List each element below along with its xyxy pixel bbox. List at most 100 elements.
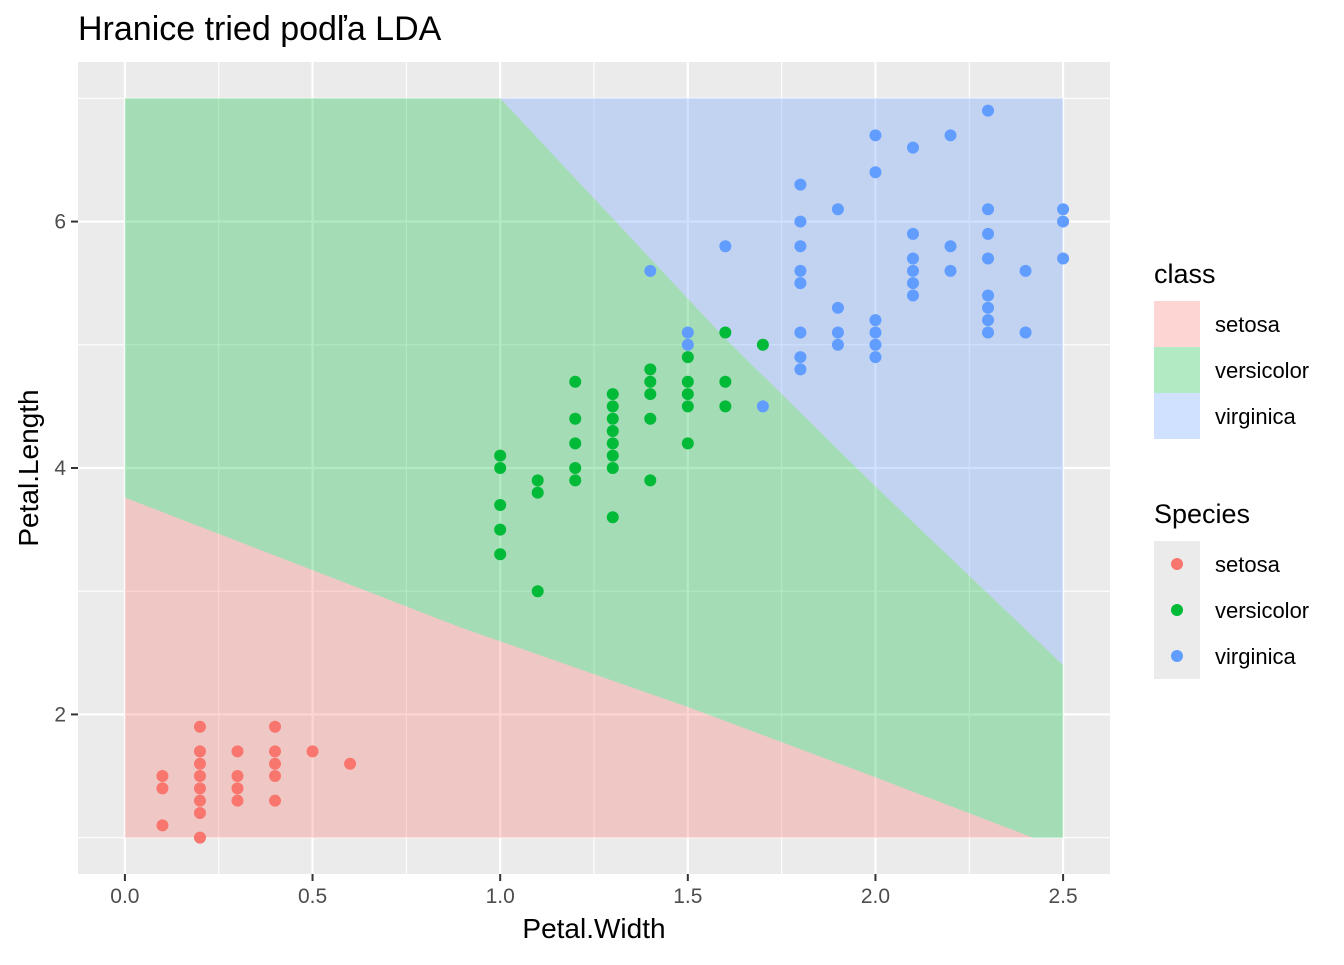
- point-virginica: [756, 400, 769, 413]
- point-setosa: [156, 770, 169, 783]
- point-virginica: [906, 277, 919, 290]
- point-versicolor: [606, 388, 619, 401]
- legend-key-bg: [1154, 393, 1200, 439]
- point-versicolor: [531, 474, 544, 487]
- point-setosa: [269, 745, 282, 758]
- point-virginica: [869, 129, 882, 142]
- point-setosa: [269, 757, 282, 770]
- x-axis-label: Petal.Width: [522, 913, 665, 944]
- point-virginica: [794, 178, 807, 191]
- point-virginica: [982, 104, 995, 117]
- legend-key-setosa: [1154, 301, 1200, 347]
- legend-label-versicolor: versicolor: [1215, 358, 1309, 383]
- point-versicolor: [644, 375, 657, 388]
- point-versicolor: [719, 400, 732, 413]
- point-virginica: [869, 314, 882, 327]
- point-virginica: [794, 351, 807, 364]
- point-versicolor: [719, 326, 732, 339]
- legend-title-class: class: [1154, 259, 1216, 289]
- point-versicolor: [644, 388, 657, 401]
- y-tick-label: 6: [54, 211, 66, 234]
- point-setosa: [306, 745, 319, 758]
- point-versicolor: [569, 412, 582, 425]
- point-setosa: [344, 757, 357, 770]
- point-versicolor: [494, 523, 507, 536]
- legend-label-versicolor: versicolor: [1215, 598, 1309, 623]
- point-versicolor: [681, 400, 694, 413]
- point-virginica: [681, 338, 694, 351]
- point-virginica: [1019, 326, 1032, 339]
- point-setosa: [231, 782, 244, 795]
- point-versicolor: [719, 375, 732, 388]
- point-setosa: [193, 770, 206, 783]
- point-setosa: [193, 794, 206, 807]
- point-versicolor: [569, 437, 582, 450]
- point-virginica: [794, 215, 807, 228]
- point-setosa: [193, 745, 206, 758]
- legend-key-virginica: [1171, 650, 1183, 662]
- region-setosa: [124, 497, 1034, 838]
- point-versicolor: [606, 449, 619, 462]
- y-axis-label: Petal.Length: [13, 389, 44, 546]
- point-virginica: [719, 240, 732, 253]
- point-virginica: [906, 289, 919, 302]
- point-virginica: [906, 252, 919, 265]
- point-virginica: [982, 314, 995, 327]
- point-versicolor: [606, 462, 619, 474]
- point-versicolor: [644, 474, 657, 487]
- point-setosa: [156, 819, 169, 832]
- y-tick-label: 2: [54, 703, 66, 726]
- legend-key-versicolor: [1154, 347, 1200, 393]
- legend-key-bg: [1154, 301, 1200, 347]
- point-virginica: [982, 252, 995, 265]
- point-versicolor: [681, 375, 694, 388]
- point-virginica: [644, 264, 657, 277]
- legends: class setosa versicolor virginica Species set…: [1154, 259, 1309, 679]
- point-virginica: [1019, 264, 1032, 277]
- point-versicolor: [756, 338, 769, 351]
- point-virginica: [906, 227, 919, 240]
- point-setosa: [269, 794, 282, 807]
- point-virginica: [831, 203, 844, 216]
- legend-label-virginica: virginica: [1215, 404, 1296, 429]
- point-virginica: [944, 264, 957, 277]
- point-virginica: [681, 326, 694, 339]
- point-virginica: [1057, 252, 1070, 265]
- point-versicolor: [569, 474, 582, 487]
- point-setosa: [231, 745, 244, 758]
- point-versicolor: [494, 462, 507, 474]
- point-virginica: [982, 326, 995, 339]
- legend-key-virginica: [1154, 393, 1200, 439]
- point-versicolor: [681, 388, 694, 401]
- region-versicolor: [124, 98, 1064, 838]
- legend-title-species: Species: [1154, 499, 1250, 529]
- point-versicolor: [531, 486, 544, 499]
- point-versicolor: [606, 412, 619, 425]
- point-virginica: [982, 301, 995, 314]
- point-virginica: [794, 264, 807, 277]
- point-virginica: [869, 338, 882, 351]
- point-virginica: [831, 338, 844, 351]
- x-tick-label: 0.0: [110, 885, 139, 908]
- legend-label-setosa: setosa: [1215, 552, 1281, 577]
- point-setosa: [193, 720, 206, 733]
- point-versicolor: [569, 462, 582, 474]
- point-virginica: [794, 326, 807, 339]
- point-versicolor: [681, 351, 694, 364]
- point-virginica: [869, 166, 882, 179]
- point-setosa: [231, 794, 244, 807]
- point-setosa: [231, 770, 244, 783]
- point-setosa: [156, 782, 169, 795]
- point-versicolor: [644, 363, 657, 376]
- point-virginica: [794, 277, 807, 290]
- point-versicolor: [644, 412, 657, 425]
- point-virginica: [794, 363, 807, 376]
- point-virginica: [982, 203, 995, 216]
- point-virginica: [869, 351, 882, 364]
- x-tick-label: 2.5: [1048, 885, 1077, 908]
- point-virginica: [794, 240, 807, 253]
- point-virginica: [906, 264, 919, 277]
- point-setosa: [193, 831, 206, 844]
- x-tick-label: 2.0: [861, 885, 890, 908]
